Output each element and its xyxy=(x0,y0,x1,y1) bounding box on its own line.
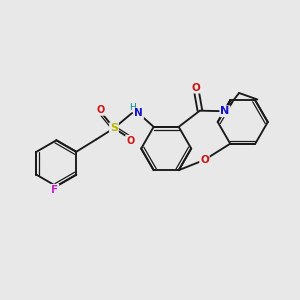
Text: S: S xyxy=(110,123,118,133)
Text: N: N xyxy=(220,106,230,116)
Text: O: O xyxy=(97,105,105,115)
Text: O: O xyxy=(192,83,201,93)
Text: F: F xyxy=(51,185,58,195)
Text: O: O xyxy=(200,155,209,166)
Text: N: N xyxy=(134,109,143,118)
Text: H: H xyxy=(129,103,136,112)
Text: O: O xyxy=(126,136,134,146)
